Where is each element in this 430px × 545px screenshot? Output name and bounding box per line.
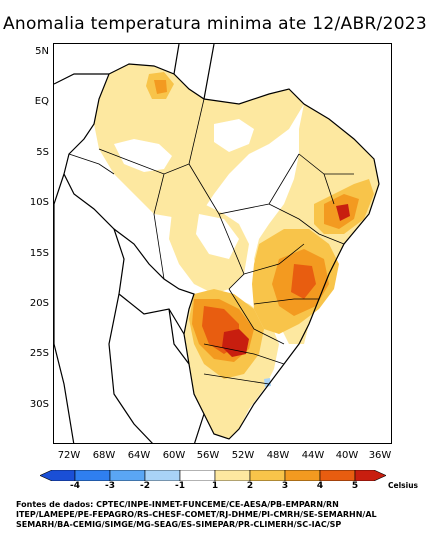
map-svg xyxy=(54,44,380,443)
colorbar-segment-7 xyxy=(249,470,286,481)
guianas-border-2 xyxy=(203,44,215,100)
lat-label-20s: 20S xyxy=(29,298,49,309)
anomaly-zone-north xyxy=(94,64,304,219)
lon-label-48w: 48W xyxy=(266,450,290,461)
colorbar-label-5: 5 xyxy=(351,481,359,491)
colorbar-label-minus4: -4 xyxy=(70,481,80,491)
colorbar-label-2: 2 xyxy=(246,481,254,491)
state-line-sp xyxy=(228,288,285,345)
credits-line-3: SEMARH/BA-CEMIG/SIMGE/MG-SEAG/ES-SIMEPAR… xyxy=(16,520,342,529)
chile-coast xyxy=(54,343,75,443)
anomaly-white-para xyxy=(214,119,254,152)
anomaly-white-amazonas xyxy=(114,139,172,172)
paraguay-border xyxy=(168,308,190,365)
lon-label-44w: 44W xyxy=(301,450,325,461)
country-borders xyxy=(54,44,380,443)
lon-label-56w: 56W xyxy=(196,450,220,461)
anomaly-blue-sc xyxy=(264,378,271,387)
colorbar-label-minus3: -3 xyxy=(105,481,115,491)
map-title: Anomalia temperatura minima ate 12/ABR/2… xyxy=(2,14,428,34)
colorbar-label-4: 4 xyxy=(316,481,324,491)
colorbar-segment-2 xyxy=(74,470,111,481)
lat-label-25s: 25S xyxy=(29,348,49,359)
lat-label-eq: EQ xyxy=(34,96,49,107)
state-line-ne2 xyxy=(323,173,335,205)
state-line-sc xyxy=(203,373,270,385)
lon-label-64w: 64W xyxy=(127,450,151,461)
colorbar-segment-3 xyxy=(109,470,146,481)
credits-line-1: Fontes de dados: CPTEC/INPE-INMET-FUNCEM… xyxy=(16,500,339,509)
anomaly-white-mt xyxy=(196,214,239,259)
anomaly-orange-roraima xyxy=(154,80,167,94)
lat-label-5s: 5S xyxy=(36,147,49,158)
colorbar xyxy=(40,470,386,481)
colorbar-unit: Celsius xyxy=(388,481,418,490)
state-borders xyxy=(68,98,354,385)
colorbar-segment-8 xyxy=(284,470,321,481)
credits-line-2: ITEP/LAMEPE/PE-FEPAGRO/RS-CHESF-COMET/RJ… xyxy=(16,510,377,519)
colorbar-segment-9 xyxy=(319,470,356,481)
state-line-amazonas xyxy=(98,98,205,175)
state-line-mg xyxy=(253,298,319,305)
anomaly-darkorange-se xyxy=(291,264,316,299)
state-line-mt xyxy=(153,173,165,280)
anomaly-red-pr xyxy=(222,329,249,357)
colorbar-segment-1 xyxy=(40,470,76,481)
map-frame xyxy=(53,43,392,444)
lat-label-30s: 30S xyxy=(29,399,49,410)
colorbar-label-minus1: -1 xyxy=(175,481,185,491)
state-line-ac xyxy=(68,153,115,175)
colorbar-segment-10 xyxy=(354,470,386,481)
uruguay-border xyxy=(194,413,205,443)
state-line-pr xyxy=(203,343,285,365)
peru-border xyxy=(54,173,65,344)
lon-label-72w: 72W xyxy=(57,450,81,461)
colorbar-label-minus2: -2 xyxy=(140,481,150,491)
argentina-border xyxy=(108,293,153,443)
colorbar-label-3: 3 xyxy=(281,481,289,491)
lon-label-36w: 36W xyxy=(368,450,392,461)
colorbar-segment-4 xyxy=(144,470,181,481)
state-line-ba xyxy=(268,203,345,245)
lon-label-52w: 52W xyxy=(231,450,255,461)
anomaly-red-ne xyxy=(336,204,350,221)
lon-label-40w: 40W xyxy=(335,450,359,461)
lon-label-68w: 68W xyxy=(92,450,116,461)
lat-label-5n: 5N xyxy=(35,46,49,57)
colorbar-segment-6 xyxy=(214,470,251,481)
guianas-border xyxy=(173,44,180,75)
colorbar-segment-5 xyxy=(179,470,216,481)
colorbar-label-1: 1 xyxy=(211,481,219,491)
data-sources: Fontes de dados: CPTEC/INPE-INMET-FUNCEM… xyxy=(16,500,428,530)
state-line-go xyxy=(243,243,305,275)
brazil-border xyxy=(63,63,380,440)
lat-label-15s: 15S xyxy=(29,248,49,259)
anomaly-shading xyxy=(94,64,379,439)
lat-label-10s: 10S xyxy=(29,197,49,208)
state-line-para xyxy=(188,153,300,215)
lon-label-60w: 60W xyxy=(162,450,186,461)
venezuela-border xyxy=(54,73,109,85)
bolivia-border xyxy=(113,228,185,335)
